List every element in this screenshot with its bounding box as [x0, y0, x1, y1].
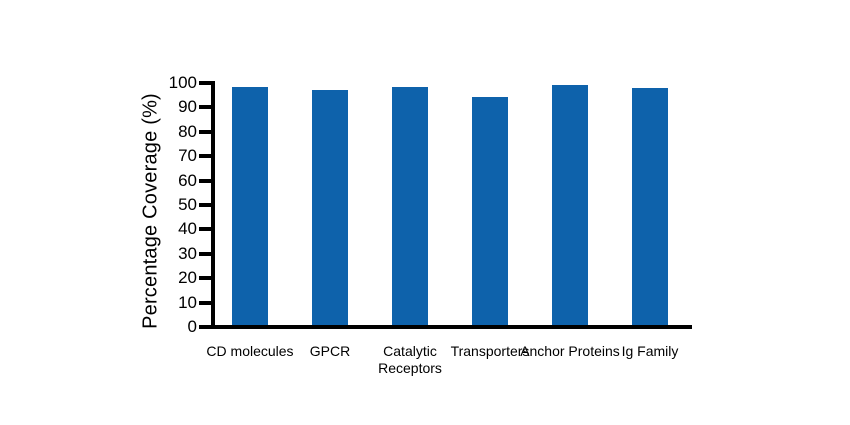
y-tick-mark — [199, 154, 211, 159]
bar — [232, 87, 268, 325]
x-category-label: Ig Family — [621, 343, 679, 359]
y-tick-mark — [199, 105, 211, 110]
bar — [472, 96, 508, 325]
y-tick-label: 40 — [178, 219, 197, 239]
bar — [632, 88, 668, 325]
y-tick-mark — [199, 251, 211, 256]
y-tick-mark — [199, 129, 211, 134]
y-tick-label: 100 — [168, 73, 197, 92]
y-tick-label: 50 — [178, 195, 197, 214]
x-category-label: Transporters — [450, 343, 530, 359]
y-tick-label: 0 — [187, 317, 197, 336]
y-tick-label: 20 — [178, 268, 197, 288]
plot-area: 0 10 20 30 40 50 60 70 80 90 100 — [169, 73, 692, 336]
bar — [312, 89, 348, 325]
y-tick-mark — [199, 203, 211, 207]
y-tick-label: 70 — [178, 146, 197, 166]
x-category-label: Anchor Proteins — [520, 343, 620, 359]
y-tick-mark — [199, 81, 211, 85]
x-category-label: GPCR — [309, 343, 351, 359]
y-axis-line — [211, 81, 215, 329]
bar — [392, 87, 428, 325]
y-tick-label: 90 — [178, 97, 197, 117]
y-tick-mark — [199, 300, 211, 305]
y-tick-mark — [199, 276, 211, 281]
y-tick-label: 80 — [178, 121, 197, 141]
x-axis-line — [211, 325, 692, 329]
y-tick-label: 30 — [178, 243, 197, 263]
y-tick-mark — [199, 178, 211, 183]
y-tick-label: 10 — [178, 292, 197, 312]
y-tick-mark — [199, 227, 211, 232]
x-category-label: Catalytic Receptors — [378, 343, 442, 376]
bar — [552, 84, 588, 325]
x-category-label: CD molecules — [206, 343, 294, 359]
y-tick-mark — [199, 325, 211, 329]
y-tick-label: 60 — [178, 170, 197, 190]
